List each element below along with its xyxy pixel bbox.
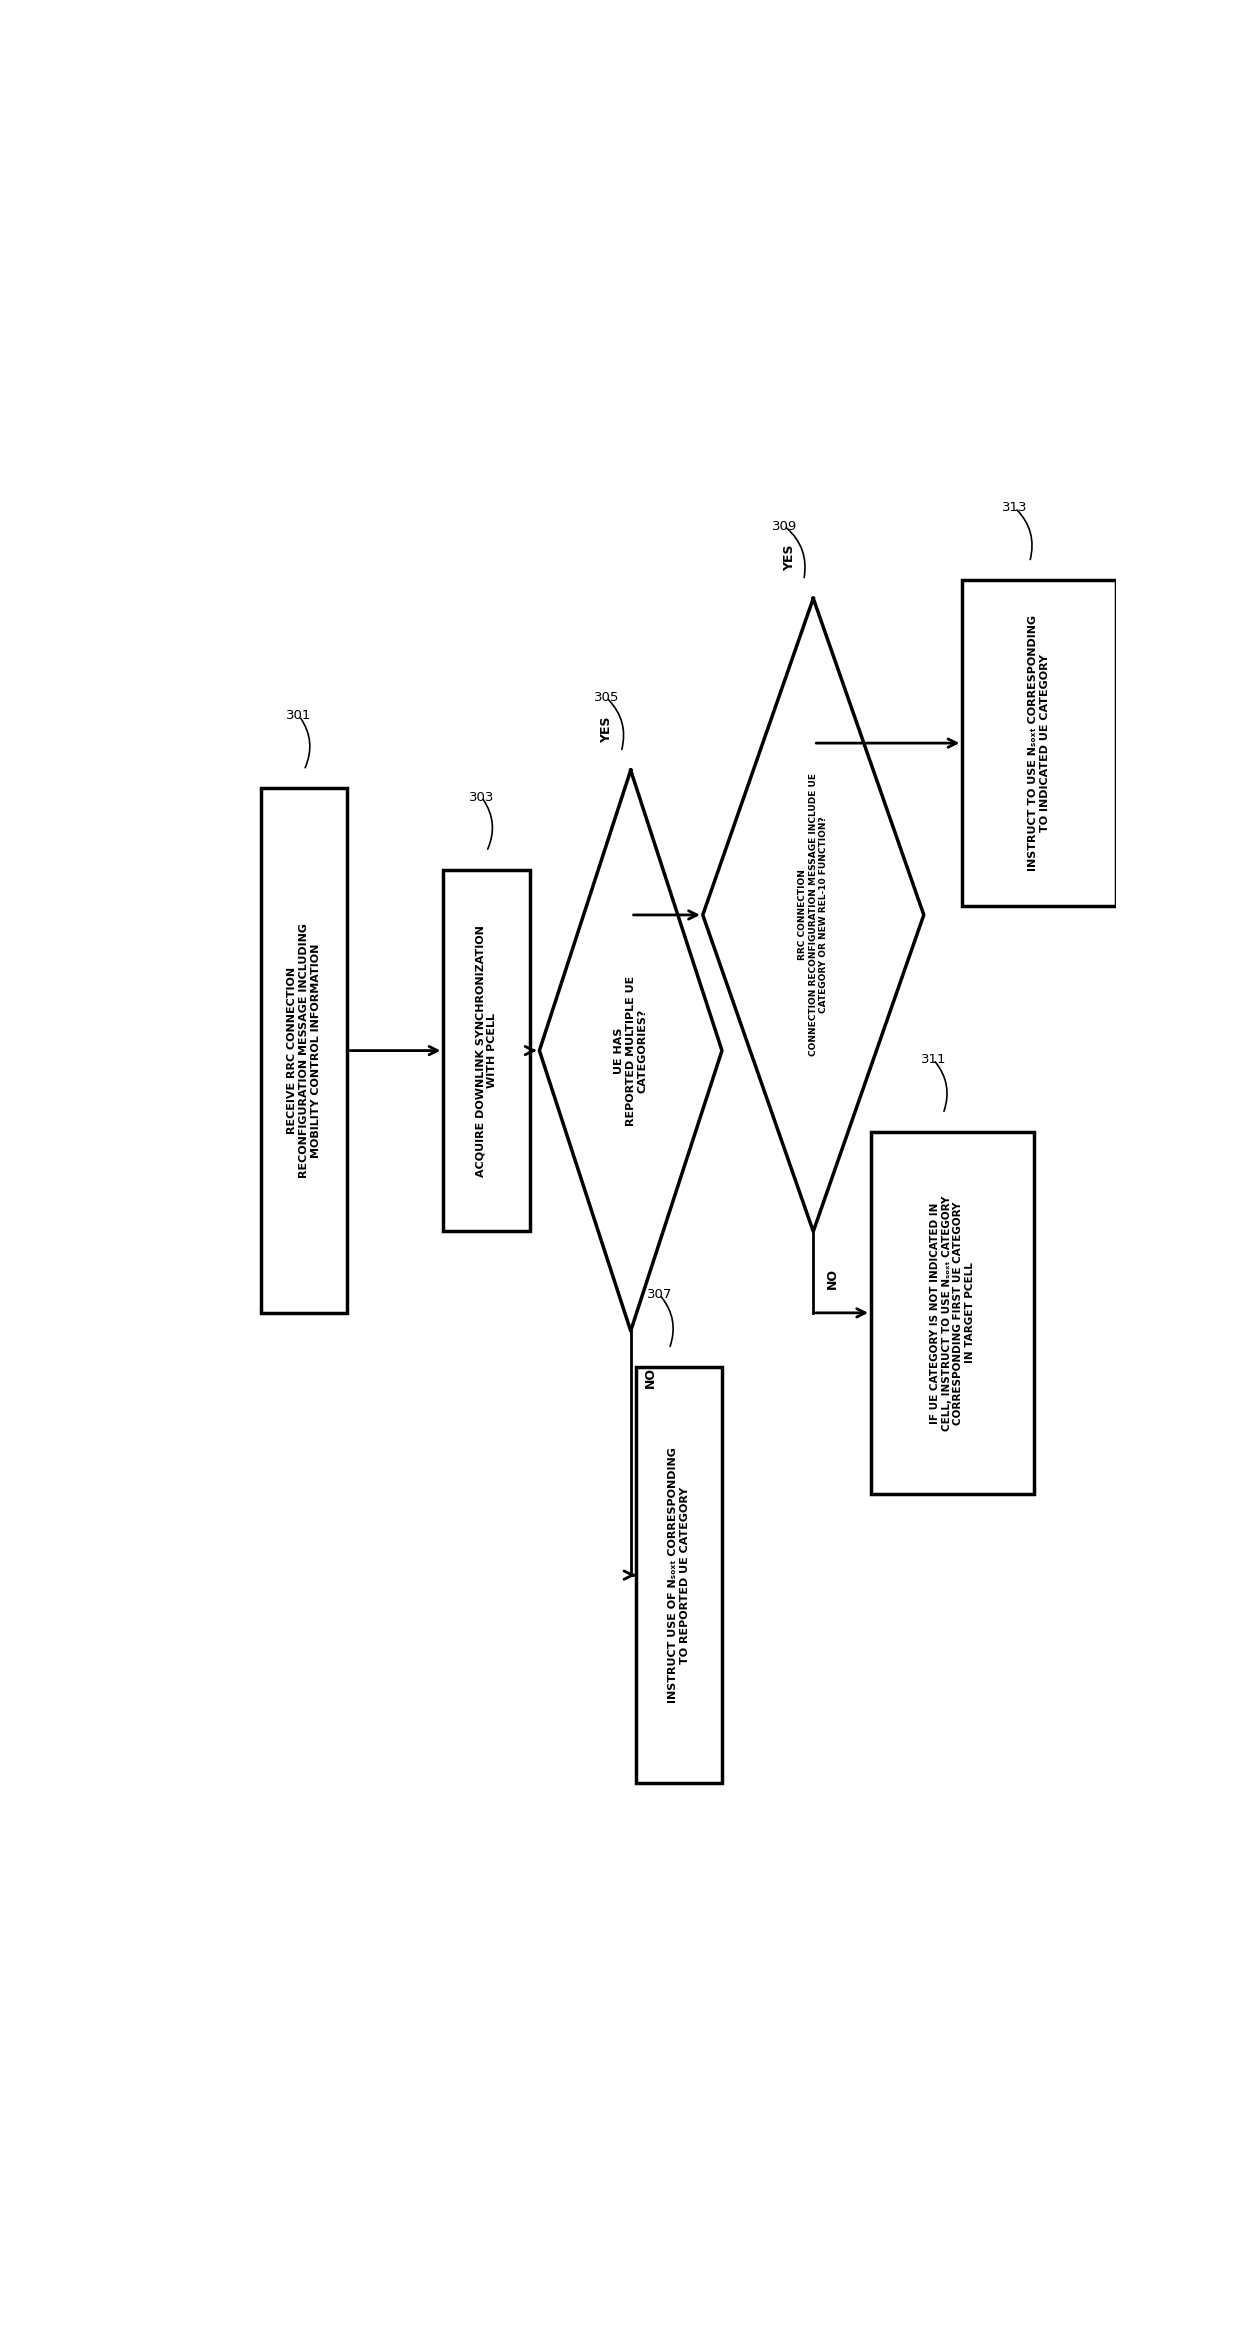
Text: NO: NO <box>826 1268 839 1290</box>
Polygon shape <box>539 770 722 1332</box>
Text: 307: 307 <box>647 1287 672 1301</box>
Polygon shape <box>703 599 924 1231</box>
Text: 309: 309 <box>771 519 797 533</box>
Text: RRC CONNECTION
CONNECTION RECONFIGURATION MESSAGE INCLUDE UE
CATEGORY OR NEW REL: RRC CONNECTION CONNECTION RECONFIGURATIO… <box>799 773 828 1057</box>
Bar <box>635 1367 722 1783</box>
Text: YES: YES <box>782 545 796 571</box>
Bar <box>870 1132 1034 1494</box>
Text: IF UE CATEGORY IS NOT INDICATED IN
CELL, INSTRUCT TO USE Nₛₒₓₜ CATEGORY
CORRESPO: IF UE CATEGORY IS NOT INDICATED IN CELL,… <box>930 1196 975 1431</box>
Text: YES: YES <box>600 716 613 742</box>
Text: 311: 311 <box>920 1052 946 1066</box>
Text: 301: 301 <box>286 709 311 723</box>
Text: INSTRUCT USE OF Nₛₒₓₜ CORRESPONDING
TO REPORTED UE CATEGORY: INSTRUCT USE OF Nₛₒₓₜ CORRESPONDING TO R… <box>668 1447 689 1703</box>
Text: ACQUIRE DOWNLINK SYNCHRONIZATION
WITH PCELL: ACQUIRE DOWNLINK SYNCHRONIZATION WITH PC… <box>476 926 497 1177</box>
Text: RECEIVE RRC CONNECTION
RECONFIGURATION MESSAGE INCLUDING
MOBILITY CONTROL INFORM: RECEIVE RRC CONNECTION RECONFIGURATION M… <box>288 923 321 1179</box>
Text: NO: NO <box>644 1367 656 1388</box>
Bar <box>260 789 347 1313</box>
Bar <box>444 869 529 1231</box>
Text: INSTRUCT TO USE Nₛₒₓₜ CORRESPONDING
TO INDICATED UE CATEGORY: INSTRUCT TO USE Nₛₒₓₜ CORRESPONDING TO I… <box>1028 615 1050 871</box>
Text: UE HAS
REPORTED MULTIPLE UE
CATEGORIES?: UE HAS REPORTED MULTIPLE UE CATEGORIES? <box>614 975 647 1125</box>
Text: 305: 305 <box>594 691 619 705</box>
Text: 303: 303 <box>469 792 495 803</box>
Text: 313: 313 <box>1002 500 1028 514</box>
Bar <box>962 580 1116 907</box>
